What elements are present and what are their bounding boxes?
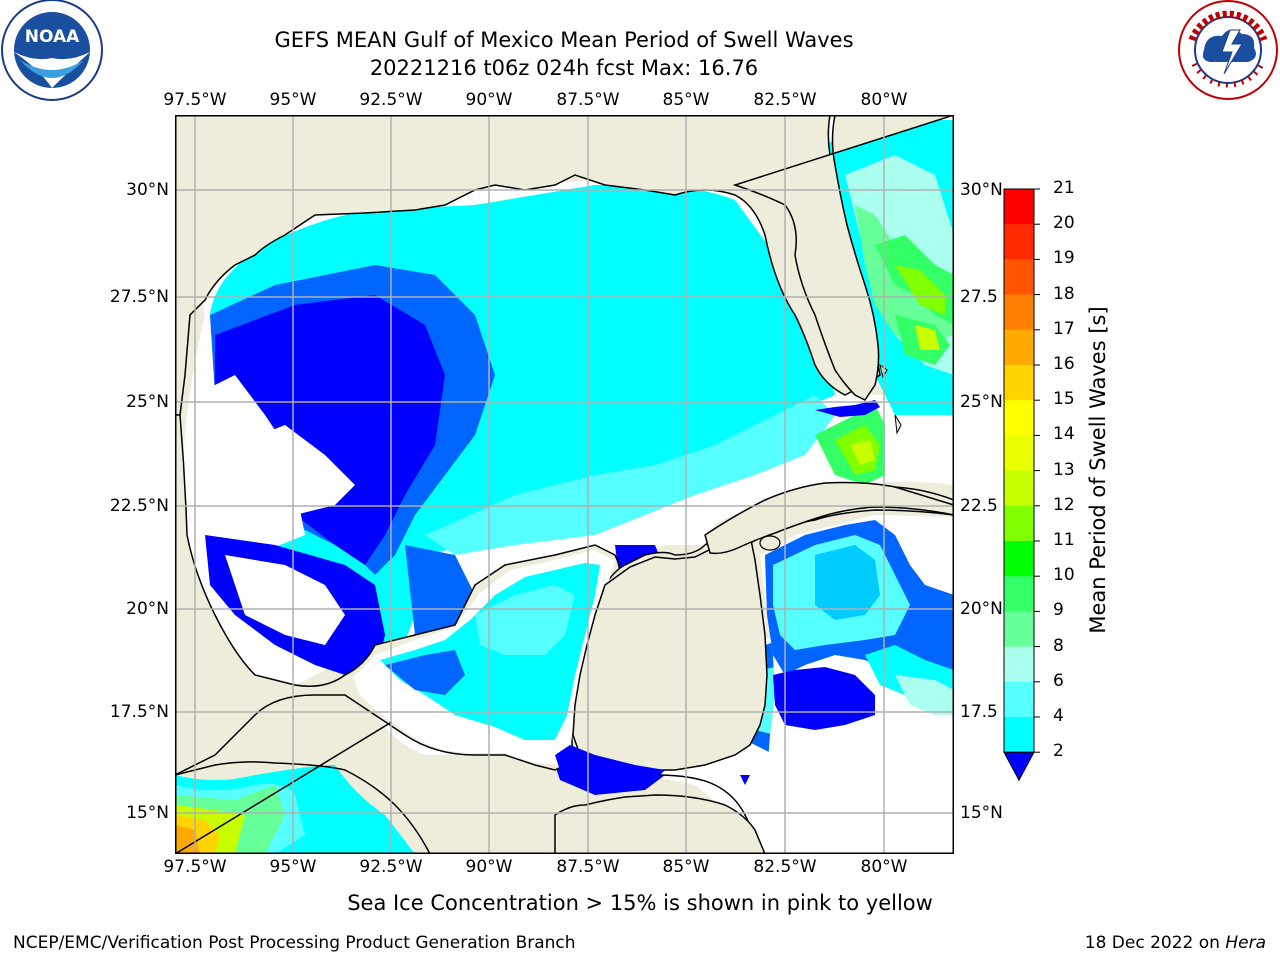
lon-label-top: 97.5°W: [163, 90, 227, 110]
pacific-swell-field: [175, 765, 954, 854]
lat-label-left: 17.5°N: [109, 702, 169, 722]
lon-label-top: 90°W: [465, 90, 513, 110]
lat-label-right: 17.5: [960, 702, 998, 722]
lon-label-top: 85°W: [662, 90, 710, 110]
lon-label-bottom: 82.5°W: [753, 857, 817, 877]
colorbar-label: Mean Period of Swell Waves [s]: [1086, 306, 1110, 634]
chart-subtitle: 20221216 t06z 024h fcst Max: 16.76: [369, 56, 759, 80]
colorbar-segment: [1004, 611, 1034, 648]
lon-label-top: 82.5°W: [753, 90, 817, 110]
colorbar-segment: [1004, 400, 1034, 436]
lon-label-bottom: 85°W: [662, 857, 710, 877]
lat-label-right: 15°N: [960, 803, 1003, 823]
colorbar-tick-label: 17: [1053, 318, 1075, 339]
lon-label-top: 92.5°W: [359, 90, 423, 110]
colorbar-segment: [1004, 435, 1034, 472]
gulf-of-mexico-map: [175, 115, 954, 854]
colorbar-tick-label: 15: [1053, 389, 1075, 410]
lat-label-right: 27.5: [960, 287, 998, 307]
lon-label-bottom: 92.5°W: [359, 857, 423, 877]
lat-label-left: 22.5°N: [109, 496, 169, 516]
map-frame: [175, 115, 954, 854]
lon-label-top: 95°W: [269, 90, 317, 110]
footer-date: 18 Dec 2022 on Hera: [1085, 933, 1266, 953]
colorbar-segment: [1004, 681, 1034, 718]
colorbar-segment: [1004, 505, 1034, 542]
graticule: [175, 115, 954, 854]
lat-label-left: 27.5°N: [109, 287, 169, 307]
lat-label-left: 30°N: [126, 180, 169, 200]
colorbar-tick-label: 11: [1053, 530, 1075, 550]
atlantic-swell-field: [815, 115, 954, 485]
colorbar-tick-label: 4: [1053, 706, 1064, 726]
colorbar-tick-label: 21: [1053, 178, 1075, 198]
colorbar-segment: [1004, 259, 1034, 296]
colorbar-tick-label: 13: [1053, 459, 1075, 480]
colorbar-segment: [1004, 470, 1034, 507]
colorbar-tick-label: 12: [1053, 494, 1075, 515]
colorbar-tick-label: 8: [1053, 635, 1064, 656]
noaa-logo: NOAA: [1, 0, 103, 101]
footer-date-text: 18 Dec 2022 on: [1084, 933, 1226, 953]
chart-title: GEFS MEAN Gulf of Mexico Mean Period of …: [274, 28, 854, 52]
colorbar-segment: [1004, 646, 1034, 683]
lat-label-right: 20°N: [960, 599, 1003, 619]
noaa-logo-text: NOAA: [25, 27, 80, 47]
colorbar-segment: [1004, 576, 1034, 612]
lon-label-bottom: 90°W: [465, 857, 513, 877]
lon-label-bottom: 97.5°W: [163, 857, 227, 877]
lat-label-right: 25°N: [960, 392, 1003, 412]
colorbar-tick-label: 19: [1053, 248, 1075, 269]
colorbar-tick-label: 14: [1053, 424, 1075, 445]
lon-label-top: 87.5°W: [556, 90, 620, 110]
colorbar-tick-label: 9: [1053, 600, 1064, 621]
colorbar-segment: [1004, 717, 1034, 753]
footer-credit: NCEP/EMC/Verification Post Processing Pr…: [13, 933, 576, 953]
colorbar-segment: [1004, 541, 1034, 577]
national-weather-service-logo: [1178, 0, 1278, 100]
colorbar-segment: [1004, 224, 1034, 260]
lat-label-right: 30°N: [960, 180, 1003, 200]
colorbar-tick-label: 2: [1053, 741, 1064, 762]
colorbar-tick-label: 6: [1053, 670, 1064, 691]
colorbar-segment: [1004, 294, 1034, 331]
sea-ice-note: Sea Ice Concentration > 15% is shown in …: [347, 891, 933, 915]
colorbar-tick-label: 20: [1053, 213, 1075, 234]
colorbar-tick-label: 16: [1053, 354, 1075, 374]
lon-label-bottom: 95°W: [269, 857, 317, 877]
colorbar-tick-label: 10: [1053, 565, 1075, 586]
colorbar-segment: [1004, 189, 1034, 225]
colorbar: [1003, 188, 1040, 782]
footer-machine: Hera: [1225, 933, 1266, 953]
lon-label-bottom: 80°W: [860, 857, 908, 877]
colorbar-segment: [1004, 365, 1034, 401]
lat-label-left: 15°N: [126, 803, 169, 823]
lat-label-right: 22.5: [960, 496, 998, 516]
lat-label-left: 20°N: [126, 599, 169, 619]
colorbar-tick-label: 18: [1053, 283, 1075, 304]
lon-label-bottom: 87.5°W: [556, 857, 620, 877]
colorbar-extend-arrow: [1003, 751, 1035, 782]
colorbar-segment: [1004, 329, 1034, 366]
lat-label-left: 25°N: [126, 392, 169, 412]
lon-label-top: 80°W: [860, 90, 908, 110]
